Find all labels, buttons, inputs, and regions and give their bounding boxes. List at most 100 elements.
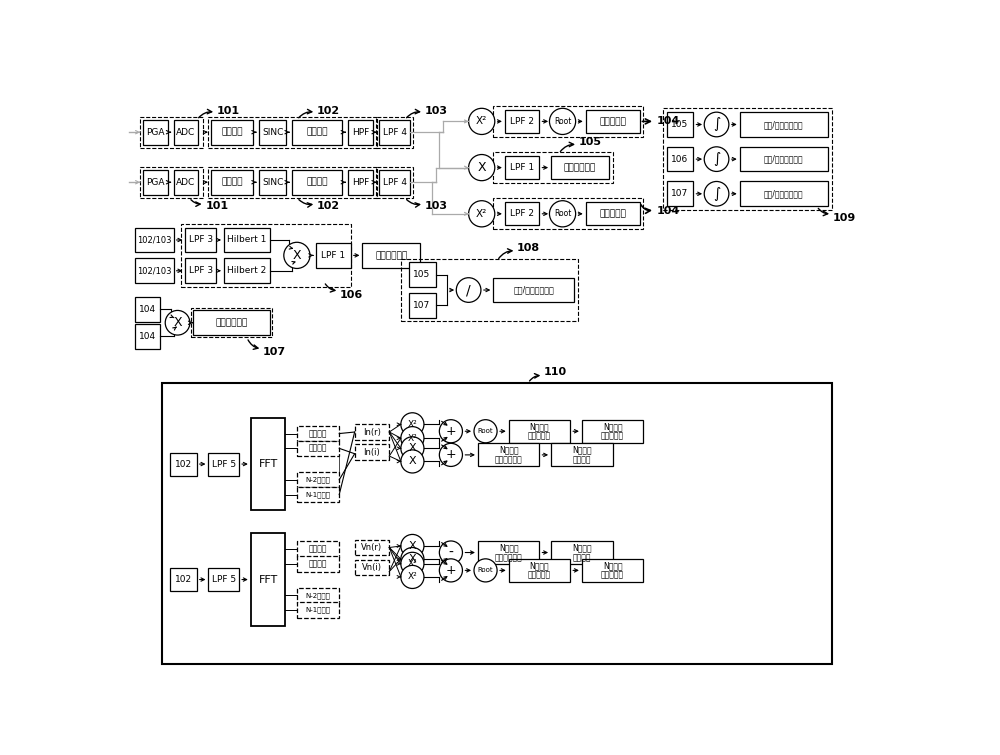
Circle shape bbox=[439, 541, 462, 564]
Text: +: + bbox=[446, 448, 456, 461]
FancyBboxPatch shape bbox=[135, 324, 160, 349]
Text: LPF 1: LPF 1 bbox=[321, 251, 346, 260]
Text: X: X bbox=[409, 443, 416, 453]
Text: 102: 102 bbox=[317, 106, 340, 116]
Text: LPF 2: LPF 2 bbox=[510, 117, 534, 126]
FancyBboxPatch shape bbox=[379, 120, 410, 144]
Text: X²: X² bbox=[476, 116, 487, 126]
FancyBboxPatch shape bbox=[135, 228, 174, 252]
Text: 有功功率校准: 有功功率校准 bbox=[564, 163, 596, 172]
Text: 101: 101 bbox=[205, 201, 228, 211]
FancyBboxPatch shape bbox=[478, 541, 539, 564]
FancyBboxPatch shape bbox=[582, 420, 643, 442]
Text: 109: 109 bbox=[833, 213, 856, 223]
FancyBboxPatch shape bbox=[143, 170, 168, 195]
Text: 110: 110 bbox=[544, 367, 567, 377]
Circle shape bbox=[401, 413, 424, 436]
Text: 104: 104 bbox=[656, 206, 680, 217]
FancyBboxPatch shape bbox=[143, 120, 168, 144]
Text: 有效值校准: 有效值校准 bbox=[599, 117, 626, 126]
Text: 104: 104 bbox=[139, 331, 156, 341]
Text: 全波/基波无功能量: 全波/基波无功能量 bbox=[764, 155, 804, 164]
FancyBboxPatch shape bbox=[174, 170, 198, 195]
Text: X²: X² bbox=[408, 572, 417, 581]
FancyBboxPatch shape bbox=[259, 120, 286, 144]
Text: 106: 106 bbox=[671, 155, 689, 164]
Circle shape bbox=[401, 535, 424, 557]
Text: X²: X² bbox=[408, 433, 417, 442]
Text: N-2次谐波: N-2次谐波 bbox=[306, 476, 331, 483]
Text: 全波/基波视在能量: 全波/基波视在能量 bbox=[764, 190, 804, 199]
Text: 104: 104 bbox=[656, 116, 680, 126]
FancyBboxPatch shape bbox=[505, 202, 539, 225]
Text: LPF 5: LPF 5 bbox=[212, 575, 236, 584]
Circle shape bbox=[439, 559, 462, 582]
FancyBboxPatch shape bbox=[224, 258, 270, 283]
Text: HPF: HPF bbox=[352, 177, 369, 186]
Text: 二次谐波: 二次谐波 bbox=[309, 444, 327, 453]
FancyBboxPatch shape bbox=[505, 156, 539, 179]
Text: 全波/基波功率因子: 全波/基波功率因子 bbox=[513, 285, 554, 294]
FancyBboxPatch shape bbox=[355, 560, 389, 575]
Circle shape bbox=[704, 181, 729, 206]
FancyBboxPatch shape bbox=[297, 602, 339, 618]
FancyBboxPatch shape bbox=[551, 443, 613, 467]
Text: FFT: FFT bbox=[258, 575, 278, 584]
Text: +: + bbox=[446, 425, 456, 438]
FancyBboxPatch shape bbox=[259, 170, 286, 195]
FancyBboxPatch shape bbox=[211, 170, 253, 195]
Text: LPF 3: LPF 3 bbox=[189, 236, 213, 245]
Text: HPF: HPF bbox=[352, 128, 369, 137]
Circle shape bbox=[469, 108, 495, 134]
Text: Root: Root bbox=[554, 209, 571, 218]
Circle shape bbox=[474, 559, 497, 582]
Text: 106: 106 bbox=[340, 290, 363, 300]
Circle shape bbox=[704, 146, 729, 171]
FancyBboxPatch shape bbox=[185, 258, 216, 283]
FancyBboxPatch shape bbox=[409, 293, 436, 318]
Text: 通道校准: 通道校准 bbox=[307, 177, 328, 186]
Text: 102: 102 bbox=[175, 460, 192, 469]
Text: X: X bbox=[409, 457, 416, 467]
Text: 103: 103 bbox=[425, 106, 448, 116]
Text: N次谐波
电流有效值: N次谐波 电流有效值 bbox=[601, 422, 624, 441]
Text: +: + bbox=[446, 564, 456, 577]
Circle shape bbox=[284, 242, 310, 269]
FancyBboxPatch shape bbox=[362, 243, 420, 268]
Text: In(i): In(i) bbox=[364, 448, 380, 457]
Text: 102/103: 102/103 bbox=[137, 267, 172, 276]
FancyBboxPatch shape bbox=[493, 278, 574, 302]
Circle shape bbox=[401, 547, 424, 571]
Text: X: X bbox=[477, 161, 486, 174]
FancyBboxPatch shape bbox=[297, 487, 339, 502]
Text: /: / bbox=[466, 283, 471, 297]
Text: N次谐波
无功功率: N次谐波 无功功率 bbox=[572, 543, 592, 562]
Text: N次谐波
电压有效值: N次谐波 电压有效值 bbox=[601, 561, 624, 580]
FancyBboxPatch shape bbox=[586, 202, 640, 225]
FancyBboxPatch shape bbox=[162, 384, 832, 664]
FancyBboxPatch shape bbox=[297, 472, 339, 488]
Circle shape bbox=[401, 450, 424, 473]
Text: Vn(r): Vn(r) bbox=[361, 543, 383, 552]
Text: LPF 2: LPF 2 bbox=[510, 209, 534, 218]
Text: 108: 108 bbox=[517, 243, 540, 254]
Circle shape bbox=[401, 565, 424, 588]
Text: X²: X² bbox=[476, 209, 487, 219]
FancyBboxPatch shape bbox=[185, 228, 216, 252]
FancyBboxPatch shape bbox=[478, 443, 539, 467]
Text: Root: Root bbox=[478, 428, 493, 434]
Text: 102/103: 102/103 bbox=[137, 236, 172, 245]
Text: 105: 105 bbox=[671, 120, 689, 129]
Text: LPF 5: LPF 5 bbox=[212, 460, 236, 469]
Text: 相位校准: 相位校准 bbox=[221, 177, 243, 186]
Text: N次谐波
有效值校准: N次谐波 有效值校准 bbox=[528, 422, 551, 441]
Text: PGA: PGA bbox=[146, 128, 164, 137]
Text: -: - bbox=[448, 546, 453, 559]
FancyBboxPatch shape bbox=[505, 109, 539, 133]
FancyBboxPatch shape bbox=[348, 120, 373, 144]
Circle shape bbox=[401, 553, 424, 575]
FancyBboxPatch shape bbox=[740, 146, 828, 171]
FancyBboxPatch shape bbox=[509, 420, 570, 442]
Text: PGA: PGA bbox=[146, 177, 164, 186]
FancyBboxPatch shape bbox=[379, 170, 410, 195]
